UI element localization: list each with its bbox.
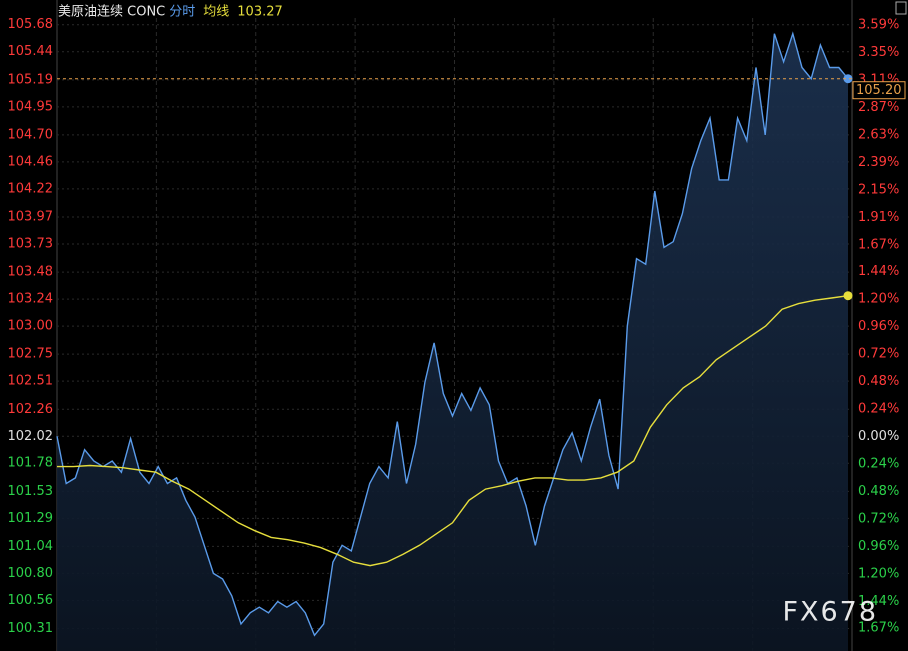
y2-tick-label: 0.96%: [858, 539, 899, 554]
y-tick-label: 103.73: [8, 236, 54, 251]
y2-tick-label: 3.35%: [858, 45, 899, 60]
y2-tick-label: 0.96%: [858, 319, 899, 334]
y2-tick-label: 0.24%: [858, 402, 899, 417]
last-point: [843, 291, 853, 301]
y-tick-label: 103.24: [8, 292, 54, 307]
chart-title: 美原油连续 CONC: [58, 4, 165, 20]
y-tick-label: 101.78: [8, 456, 54, 471]
y-tick-label: 101.04: [8, 539, 54, 554]
y2-tick-label: 0.48%: [858, 374, 899, 389]
y2-tick-label: 1.20%: [858, 291, 899, 306]
watermark: FX678: [782, 597, 878, 628]
y2-tick-label: 0.72%: [858, 346, 899, 361]
y2-tick-label: 1.44%: [858, 264, 899, 279]
y-tick-label: 103.97: [8, 210, 54, 225]
y2-tick-label: 2.63%: [858, 127, 899, 142]
legend-value: 103.27: [237, 5, 283, 20]
y2-tick-label: 2.39%: [858, 155, 899, 170]
price-area: [57, 33, 848, 651]
y-tick-label: 103.00: [8, 319, 54, 334]
y2-tick-label: 2.15%: [858, 183, 899, 198]
series-line: [56, 31, 849, 637]
y2-tick-label: 2.87%: [858, 100, 899, 115]
y-tick-label: 104.22: [8, 181, 54, 196]
legend-entry: 均线: [203, 5, 229, 20]
y-tick-label: 102.02: [8, 429, 54, 444]
y2-tick-label: 0.00%: [858, 429, 899, 444]
y-tick-label: 104.70: [8, 127, 54, 142]
y-tick-label: 104.46: [8, 154, 54, 169]
y-tick-label: 103.48: [8, 265, 54, 280]
y-tick-label: 105.19: [8, 72, 54, 87]
last-point: [843, 74, 853, 84]
y-tick-label: 105.44: [8, 44, 54, 59]
y2-tick-label: 1.67%: [858, 238, 899, 253]
legend-entry: 分时: [169, 5, 195, 20]
y2-tick-label: 0.48%: [858, 484, 899, 499]
y2-tick-label: 1.20%: [858, 567, 899, 582]
y-tick-label: 100.80: [8, 566, 54, 581]
corner-icon[interactable]: [895, 1, 907, 15]
last-price-label: 105.20: [856, 83, 902, 98]
y2-tick-label: 1.91%: [858, 210, 899, 225]
labels: 105.68 105.44 105.19 104.95 104.70 104.46 104.…: [8, 17, 906, 636]
plot: [56, 31, 853, 651]
y-tick-label: 100.56: [8, 593, 54, 608]
series-line: [57, 295, 849, 567]
y-tick-label: 101.29: [8, 511, 54, 526]
y2-tick-label: 0.24%: [858, 457, 899, 472]
y-tick-label: 105.68: [8, 17, 54, 32]
y2-tick-label: 1.67%: [858, 621, 899, 636]
last-price-tag: [852, 81, 906, 100]
y-tick-label: 102.26: [8, 402, 54, 417]
y2-tick-label: 1.44%: [858, 594, 899, 609]
y-tick-label: 102.51: [8, 374, 54, 389]
y-tick-label: 102.75: [8, 347, 54, 362]
y2-tick-label: 3.59%: [858, 17, 899, 32]
y-tick-label: 104.95: [8, 99, 54, 114]
y-tick-label: 101.53: [8, 484, 54, 499]
y-tick-label: 100.31: [8, 621, 54, 636]
y2-tick-label: 0.72%: [858, 512, 899, 527]
